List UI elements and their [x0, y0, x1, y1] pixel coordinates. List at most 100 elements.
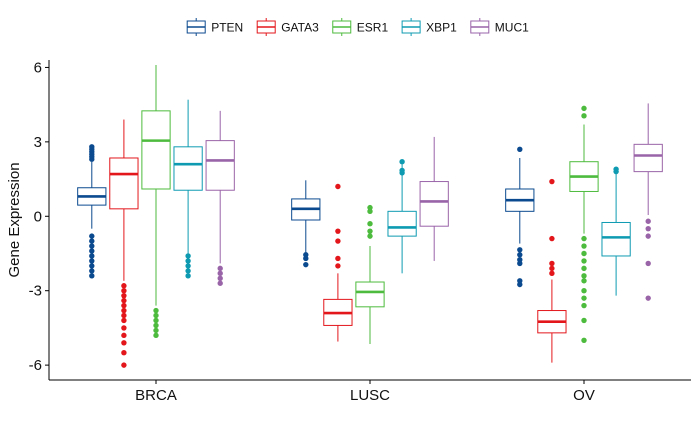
outlier-point: [185, 273, 191, 279]
outlier-point: [185, 253, 191, 259]
outlier-point: [517, 256, 523, 263]
box-esr1-brca: [141, 64, 171, 339]
outlier-point: [121, 287, 127, 294]
box-iqr: [601, 221, 631, 257]
outlier-point: [121, 317, 127, 324]
outlier-point: [153, 307, 159, 314]
outlier-point: [581, 105, 587, 112]
outlier-point: [367, 204, 373, 211]
outlier-point: [121, 362, 127, 368]
legend-label: GATA3: [281, 21, 319, 35]
legend-label: ESR1: [357, 21, 389, 35]
y-tick-label: 6: [34, 59, 42, 76]
outlier-point: [581, 337, 587, 344]
outlier-point: [217, 280, 223, 286]
box-iqr: [205, 140, 235, 191]
outlier-point: [367, 221, 373, 227]
outlier-point: [121, 332, 127, 339]
outlier-point: [303, 252, 309, 258]
outlier-point: [121, 325, 127, 331]
outlier-point: [335, 228, 341, 234]
box-gata3-lusc: [323, 183, 353, 342]
box-iqr: [109, 157, 139, 210]
outlier-point: [645, 295, 651, 301]
box-xbp1-brca: [173, 99, 203, 279]
y-tick-label: 3: [34, 134, 42, 151]
outlier-point: [89, 243, 95, 249]
legend-item-muc1: MUC1: [470, 18, 529, 36]
outlier-point: [335, 255, 341, 262]
outlier-point: [581, 113, 587, 119]
box-muc1-brca: [205, 110, 235, 286]
y-tick-label: -6: [29, 357, 42, 374]
box-iqr: [355, 281, 385, 308]
legend-label: XBP1: [426, 21, 457, 35]
x-tick-label: OV: [573, 387, 595, 404]
box-muc1-ov: [633, 103, 663, 301]
outlier-point: [581, 235, 587, 242]
outlier-point: [367, 228, 373, 234]
outlier-point: [89, 263, 95, 269]
outlier-point: [581, 243, 587, 249]
outlier-point: [645, 260, 651, 267]
outlier-point: [367, 208, 373, 215]
outlier-point: [153, 327, 159, 334]
outlier-point: [517, 247, 523, 253]
outlier-point: [185, 268, 191, 274]
legend-item-pten: PTEN: [186, 18, 243, 36]
plot-area: [77, 64, 663, 368]
outlier-point: [335, 263, 341, 269]
outlier-point: [517, 146, 523, 153]
outlier-point: [153, 317, 159, 324]
box-esr1-ov: [569, 105, 599, 344]
outlier-point: [645, 225, 651, 232]
outlier-point: [581, 250, 587, 257]
outlier-point: [581, 317, 587, 324]
outlier-point: [335, 183, 341, 190]
y-axis-title: Gene Expression: [6, 162, 23, 277]
outlier-point: [517, 281, 523, 288]
box-pten-lusc: [291, 180, 321, 268]
outlier-point: [121, 283, 127, 289]
legend-label: PTEN: [211, 21, 243, 35]
outlier-point: [645, 218, 651, 224]
outlier-point: [121, 340, 127, 346]
outlier-point: [517, 260, 523, 267]
outlier-point: [335, 238, 341, 244]
outlier-point: [549, 178, 555, 185]
box-iqr: [173, 146, 203, 191]
outlier-point: [121, 302, 127, 309]
box-iqr: [387, 210, 417, 237]
legend-label: MUC1: [495, 21, 529, 35]
outlier-point: [185, 258, 191, 264]
outlier-point: [581, 265, 587, 272]
box-pten-ov: [505, 146, 535, 288]
outlier-point: [121, 312, 127, 319]
outlier-point: [549, 235, 555, 242]
outlier-point: [517, 252, 523, 258]
outlier-point: [89, 156, 95, 162]
outlier-point: [399, 170, 405, 176]
legend-item-gata3: GATA3: [256, 18, 319, 36]
box-pten-brca: [77, 144, 107, 279]
box-muc1-lusc: [419, 136, 449, 261]
box-iqr: [141, 110, 171, 190]
legend: PTEN GATA3 ESR1 XBP1 MUC1: [186, 18, 529, 36]
outlier-point: [399, 159, 405, 165]
outlier-point: [517, 278, 523, 284]
outlier-point: [581, 278, 587, 284]
outlier-point: [303, 255, 309, 262]
outlier-point: [153, 332, 159, 339]
outlier-point: [581, 273, 587, 279]
outlier-point: [153, 322, 159, 329]
outlier-point: [121, 297, 127, 304]
box-xbp1-lusc: [387, 159, 417, 274]
outlier-point: [303, 261, 309, 268]
box-gata3-ov: [537, 178, 567, 363]
y-tick-label: 0: [34, 208, 42, 225]
outlier-point: [581, 258, 587, 264]
outlier-point: [645, 233, 651, 239]
outlier-point: [89, 238, 95, 244]
outlier-point: [89, 253, 95, 259]
